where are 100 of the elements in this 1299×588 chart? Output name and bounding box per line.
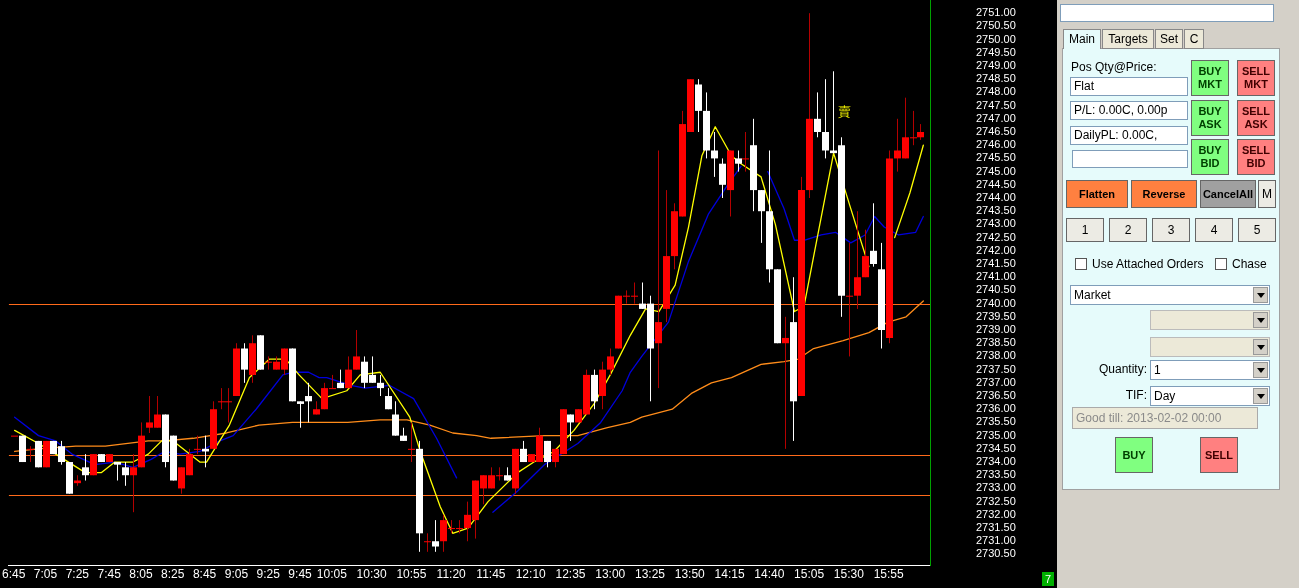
candlestick xyxy=(782,316,789,450)
button: Reverse xyxy=(1131,180,1197,208)
x-tick-label: 11:20 xyxy=(436,566,467,581)
candlestick xyxy=(345,355,352,389)
text: TIF: xyxy=(1125,388,1147,402)
candlestick xyxy=(719,157,726,199)
button: SELL BID xyxy=(1237,139,1275,175)
candlestick xyxy=(544,440,551,468)
y-tick-label: 2735.00 xyxy=(976,428,1016,441)
candlestick xyxy=(870,202,877,268)
text: Quantity: xyxy=(1098,362,1147,376)
y-tick-label: 2741.00 xyxy=(976,270,1016,283)
button: BUY BID xyxy=(1191,139,1229,175)
y-tick-label: 2750.50 xyxy=(976,19,1016,32)
x-tick-label: 13:50 xyxy=(674,566,706,581)
y-tick-label: 2738.50 xyxy=(976,336,1016,349)
dropdown: Market xyxy=(1070,285,1270,305)
x-tick-label: 7:05 xyxy=(33,566,58,581)
button: 5 xyxy=(1238,218,1276,242)
y-tick-label: 2733.00 xyxy=(976,481,1016,494)
candlestick xyxy=(814,91,821,138)
y-tick-label: 2746.00 xyxy=(976,138,1016,151)
dropdown: 1 xyxy=(1150,360,1270,380)
annotation: 賣 xyxy=(838,104,851,119)
tab: Targets xyxy=(1102,29,1154,49)
candlestick xyxy=(241,342,248,384)
x-tick-label: 14:15 xyxy=(714,566,745,581)
x-tick-label: 9:45 xyxy=(288,566,313,581)
y-tick-label: 2739.00 xyxy=(976,323,1016,336)
x-tick-label: 12:35 xyxy=(555,566,586,581)
y-tick-label: 2742.50 xyxy=(976,230,1016,243)
button: CancelAll xyxy=(1200,180,1256,208)
x-tick-label: 13:25 xyxy=(635,566,666,581)
y-tick-label: 2741.50 xyxy=(976,257,1016,270)
candlestick xyxy=(353,329,360,371)
y-tick-label: 2734.50 xyxy=(976,441,1016,454)
y-tick-label: 2731.50 xyxy=(976,521,1016,534)
x-tick-label: 15:55 xyxy=(873,566,904,581)
y-tick-label: 2745.00 xyxy=(976,164,1016,177)
button: BUY xyxy=(1115,437,1153,473)
text: Use Attached Orders xyxy=(1092,257,1204,271)
candlestick xyxy=(392,400,399,437)
candlestick xyxy=(711,131,718,178)
x-tick-label: 8:45 xyxy=(192,566,217,581)
status-box: 7 xyxy=(1042,572,1054,586)
candlestick xyxy=(655,149,662,389)
text-field: DailyPL: 0.00C, xyxy=(1070,126,1188,145)
x-tick-label: 6:45 xyxy=(2,566,26,581)
candlestick xyxy=(297,400,304,429)
button: SELL xyxy=(1200,437,1238,473)
y-tick-label: 2747.00 xyxy=(976,111,1016,124)
x-tick-label: 13:00 xyxy=(595,566,626,581)
y-tick-label: 2733.50 xyxy=(976,468,1016,481)
candlestick xyxy=(822,78,829,159)
x-tick-label: 7:25 xyxy=(65,566,90,581)
button: 4 xyxy=(1195,218,1233,242)
y-tick-label: 2738.00 xyxy=(976,349,1016,362)
y-tick-label: 2740.00 xyxy=(976,296,1016,309)
x-tick-label: 10:55 xyxy=(396,566,427,581)
text-field: Flat xyxy=(1070,77,1188,96)
y-tick-label: 2743.50 xyxy=(976,204,1016,217)
y-tick-label: 2740.50 xyxy=(976,283,1016,296)
y-tick-label: 2744.00 xyxy=(976,191,1016,204)
x-tick-label: 10:05 xyxy=(316,566,348,581)
y-tick-label: 2737.50 xyxy=(976,362,1016,375)
candlestick xyxy=(194,435,201,455)
y-tick-label: 2732.50 xyxy=(976,494,1016,507)
x-tick-label: 7:45 xyxy=(97,566,122,581)
tab: Set xyxy=(1155,29,1183,49)
candlestick xyxy=(846,242,853,357)
y-tick-label: 2735.50 xyxy=(976,415,1016,428)
y-tick-label: 2748.00 xyxy=(976,85,1016,98)
y-tick-label: 2742.00 xyxy=(976,243,1016,256)
candlestick xyxy=(130,453,137,513)
text-field: Good till: 2013-02-02 00:00 xyxy=(1072,407,1258,429)
y-tick-label: 2736.50 xyxy=(976,389,1016,402)
y-tick-label: 2737.00 xyxy=(976,375,1016,388)
candlestick xyxy=(27,445,34,463)
candlestick xyxy=(862,229,869,278)
text: Pos Qty@Price: xyxy=(1071,60,1157,74)
y-tick-label: 2749.00 xyxy=(976,59,1016,72)
dropdown: Day xyxy=(1150,386,1270,406)
candlestick xyxy=(377,374,384,397)
y-tick-label: 2743.00 xyxy=(976,217,1016,230)
x-tick-label: 14:40 xyxy=(754,566,785,581)
y-tick-label: 2730.50 xyxy=(976,547,1016,560)
button: M xyxy=(1258,180,1276,208)
candlestick xyxy=(114,461,121,482)
y-tick-label: 2749.50 xyxy=(976,45,1016,58)
x-tick-label: 10:30 xyxy=(356,566,387,581)
y-tick-label: 2745.50 xyxy=(976,151,1016,164)
button: BUY ASK xyxy=(1191,100,1229,136)
candlestick xyxy=(742,131,749,173)
tab: C xyxy=(1184,29,1204,49)
candlestick xyxy=(408,421,415,463)
candlestick xyxy=(82,453,89,482)
y-tick-label: 2748.50 xyxy=(976,72,1016,85)
candlestick xyxy=(607,348,614,376)
y-tick-label: 2734.00 xyxy=(976,455,1016,468)
x-tick-label: 9:25 xyxy=(256,566,281,581)
